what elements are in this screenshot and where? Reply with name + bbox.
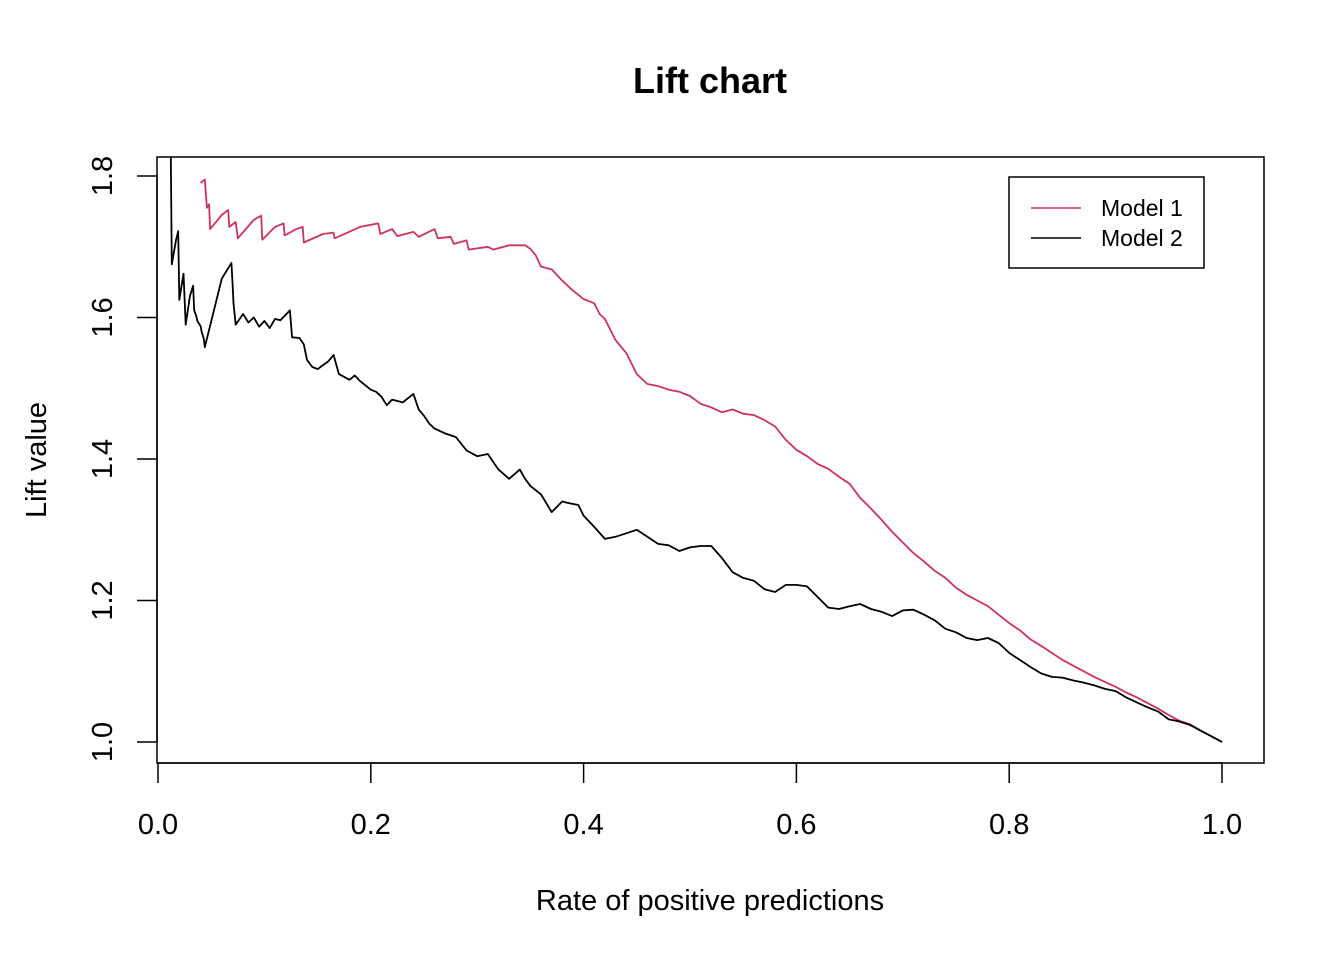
y-axis-label: Lift value <box>21 402 53 518</box>
y-tick-label: 1.8 <box>87 156 119 196</box>
legend-box <box>1008 176 1205 269</box>
x-axis-label: Rate of positive predictions <box>536 885 884 917</box>
legend-label-model-1: Model 1 <box>1101 195 1183 221</box>
chart-title: Lift chart <box>633 60 787 101</box>
y-axis: 1.0 1.2 1.4 1.6 1.8 <box>87 156 158 762</box>
legend: Model 1 Model 2 <box>1008 176 1205 269</box>
legend-label-model-2: Model 2 <box>1101 225 1183 251</box>
series-line-model-1 <box>200 178 1223 743</box>
x-axis: 0.0 0.2 0.4 0.6 0.8 1.0 <box>138 762 1242 841</box>
x-tick-label: 0.8 <box>989 809 1029 841</box>
x-tick-label: 0.0 <box>138 809 178 841</box>
y-tick-label: 1.4 <box>87 439 119 479</box>
series-layer <box>169 157 1223 743</box>
y-tick-label: 1.2 <box>87 580 119 620</box>
y-tick-label: 1.6 <box>87 297 119 337</box>
x-tick-label: 0.6 <box>776 809 816 841</box>
y-tick-label: 1.0 <box>87 722 119 762</box>
series-line-model-2 <box>169 157 1223 743</box>
x-tick-label: 0.2 <box>351 809 391 841</box>
x-tick-label: 1.0 <box>1202 809 1242 841</box>
x-tick-label: 0.4 <box>563 809 603 841</box>
